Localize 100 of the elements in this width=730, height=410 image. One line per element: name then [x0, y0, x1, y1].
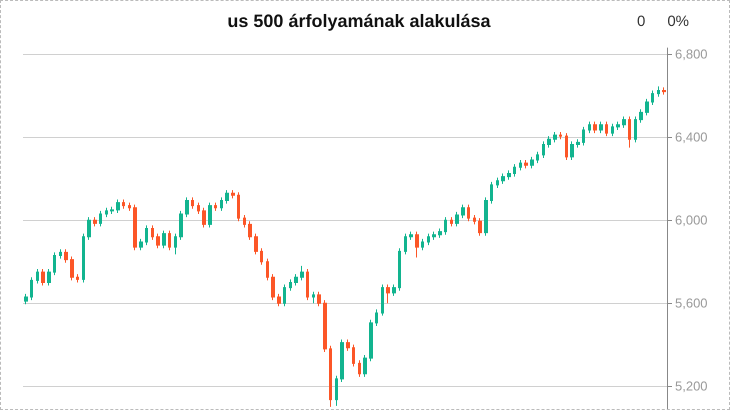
candlestick — [340, 338, 344, 383]
y-tick-label: 5,600 — [675, 296, 708, 311]
candlestick — [168, 230, 171, 251]
y-tick-label: 6,800 — [675, 46, 708, 62]
candlestick — [559, 132, 562, 140]
candlestick — [375, 308, 378, 327]
candlestick — [599, 121, 603, 134]
candlestick — [323, 300, 327, 352]
candlestick — [478, 218, 482, 236]
candlestick — [76, 274, 79, 283]
candlestick — [565, 132, 568, 161]
candlestick — [289, 278, 292, 292]
candlestick — [24, 293, 28, 305]
candlestick — [501, 173, 505, 184]
candlestick — [421, 238, 424, 251]
candlestick — [122, 198, 125, 210]
candlestick — [588, 121, 591, 134]
candlestick — [99, 210, 102, 227]
candlestick — [404, 233, 407, 255]
candlestick — [179, 210, 183, 240]
candlestick — [36, 268, 39, 284]
candlestick — [639, 108, 643, 124]
y-tick-label: 6,400 — [675, 130, 708, 145]
candlestick — [490, 181, 493, 204]
candlestick — [82, 233, 85, 283]
candlestick — [133, 204, 137, 251]
candlestick — [530, 156, 534, 169]
candlestick — [363, 354, 367, 378]
candlestick — [444, 216, 447, 236]
candlestick — [381, 284, 384, 316]
candlestick — [93, 216, 97, 227]
candlestick — [294, 274, 298, 286]
candlestick — [484, 196, 488, 236]
candlestick — [524, 160, 528, 169]
candlestick — [467, 204, 470, 222]
candlestick — [415, 231, 419, 258]
candlestick — [145, 224, 148, 246]
candlestick — [220, 196, 223, 212]
candlestick — [634, 116, 637, 143]
candlestick — [409, 231, 413, 240]
candlestick — [64, 248, 68, 264]
candlestick — [519, 160, 522, 171]
candlestick — [536, 151, 539, 164]
candlestick — [392, 284, 396, 296]
candlestick — [455, 211, 459, 227]
candlestick — [277, 293, 281, 307]
candlestick — [151, 224, 154, 240]
candlestick — [139, 238, 143, 251]
candlestick — [335, 375, 338, 406]
candlestick — [162, 230, 166, 249]
candlestick — [507, 170, 511, 180]
candlestick — [128, 202, 131, 212]
candlestick — [628, 116, 631, 148]
y-tick-label: 5,200 — [675, 378, 708, 394]
candlestick — [225, 190, 229, 204]
candlestick — [317, 291, 321, 307]
text: 0% — [667, 13, 689, 30]
candlestick — [254, 233, 258, 255]
candlestick — [110, 206, 114, 214]
candlestick — [662, 86, 666, 96]
candlestick — [266, 258, 269, 281]
candlestick — [300, 265, 304, 281]
chart-title: us 500 árfolyamának alakulása — [227, 11, 491, 31]
candlestick — [59, 248, 62, 260]
candlestick — [553, 132, 557, 143]
candlestick — [651, 90, 654, 106]
candlestick — [473, 214, 476, 225]
candlestick — [306, 268, 309, 301]
candlestick — [427, 233, 430, 246]
candlestick — [616, 121, 620, 130]
candlestick — [116, 198, 120, 214]
candlestick — [202, 207, 206, 228]
candlestick — [496, 177, 499, 189]
candlestick — [657, 86, 660, 98]
candlestick — [231, 190, 235, 199]
text: 0 — [636, 13, 646, 30]
candlestick — [593, 121, 597, 134]
candlestick — [156, 233, 160, 249]
candlestick — [438, 228, 442, 238]
candlestick — [352, 344, 355, 367]
candlestick — [47, 268, 51, 286]
candlestick — [87, 216, 91, 240]
candlestick — [645, 98, 649, 116]
candlestick — [248, 220, 252, 240]
candlestick — [283, 284, 286, 307]
candlestick — [30, 276, 33, 301]
candlestick — [271, 274, 275, 301]
candlestick — [547, 136, 551, 148]
candlestick — [53, 252, 56, 276]
candlestick — [237, 192, 240, 222]
candlestick — [358, 360, 361, 378]
candlestick — [41, 268, 45, 286]
candlestick — [570, 140, 574, 161]
candlestick — [576, 138, 580, 148]
candlestick — [260, 248, 263, 266]
candlestick — [622, 116, 626, 128]
candlestick — [197, 202, 200, 214]
candlestick — [398, 248, 401, 292]
candlestick — [513, 164, 516, 178]
candlestick — [174, 233, 177, 255]
